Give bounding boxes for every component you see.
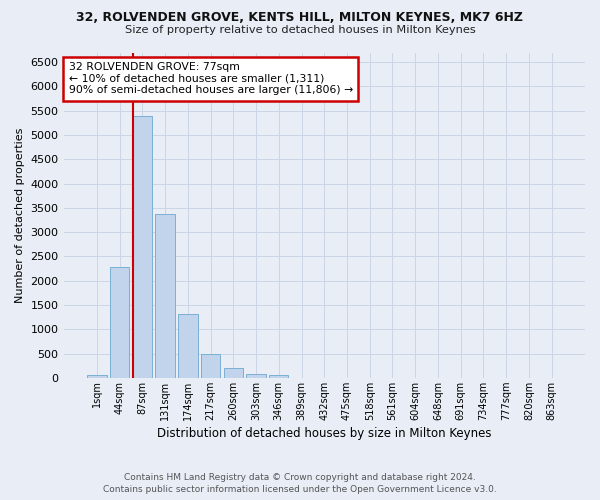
Y-axis label: Number of detached properties: Number of detached properties	[15, 128, 25, 303]
Bar	[201, 354, 220, 378]
Bar	[178, 314, 197, 378]
Text: Size of property relative to detached houses in Milton Keynes: Size of property relative to detached ho…	[125, 25, 475, 35]
Bar	[133, 116, 152, 378]
Bar	[224, 368, 243, 378]
X-axis label: Distribution of detached houses by size in Milton Keynes: Distribution of detached houses by size …	[157, 427, 491, 440]
Bar	[155, 214, 175, 378]
Bar	[247, 374, 266, 378]
Bar	[110, 267, 130, 378]
Text: Contains HM Land Registry data © Crown copyright and database right 2024.
Contai: Contains HM Land Registry data © Crown c…	[103, 472, 497, 494]
Text: 32, ROLVENDEN GROVE, KENTS HILL, MILTON KEYNES, MK7 6HZ: 32, ROLVENDEN GROVE, KENTS HILL, MILTON …	[77, 11, 523, 24]
Bar	[87, 375, 107, 378]
Text: 32 ROLVENDEN GROVE: 77sqm
← 10% of detached houses are smaller (1,311)
90% of se: 32 ROLVENDEN GROVE: 77sqm ← 10% of detac…	[69, 62, 353, 96]
Bar	[269, 375, 289, 378]
